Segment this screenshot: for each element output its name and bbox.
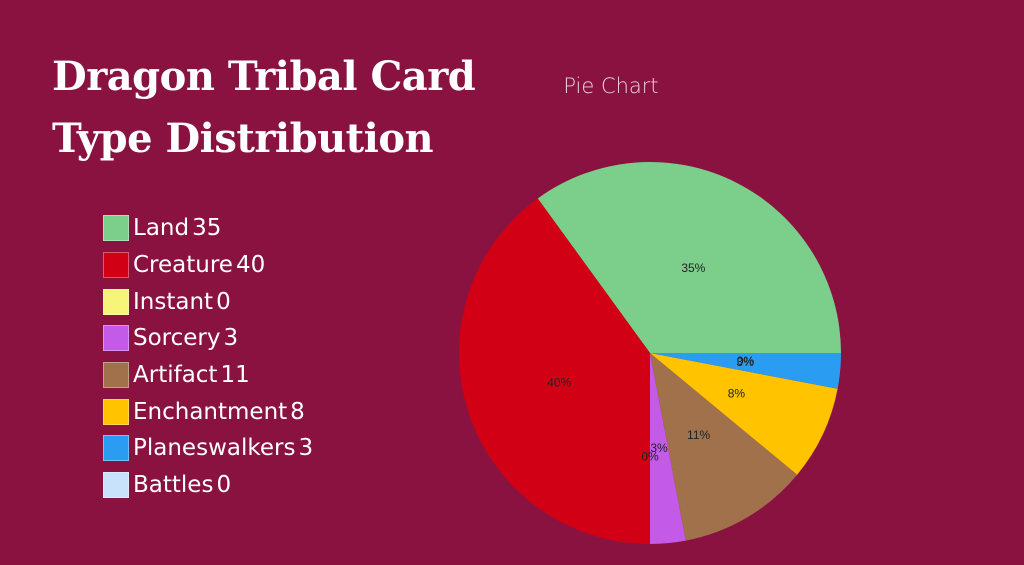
legend-value: 35 <box>192 215 222 242</box>
slice-label: 11% <box>687 428 710 442</box>
legend-swatch <box>103 288 129 315</box>
chart-title: Pie Chart <box>563 74 658 98</box>
pie-slice-artifact <box>650 353 798 541</box>
legend-swatch <box>103 398 129 425</box>
pie-slice-enchantment <box>650 353 838 475</box>
legend-label: Enchantment <box>133 398 288 425</box>
legend-swatch <box>103 252 129 279</box>
pie-slice-sorcery <box>650 353 686 544</box>
pie-slice-land <box>537 162 841 353</box>
slice-label: 40% <box>547 376 571 390</box>
legend-item: Battles 0 <box>103 467 313 504</box>
legend-swatch <box>103 435 129 462</box>
legend-value: 11 <box>220 362 250 389</box>
legend-value: 8 <box>290 398 305 425</box>
legend-label: Creature <box>133 252 233 279</box>
chart-legend: Land 35 Creature 40 Instant 0 Sorcery 3 Artifact… <box>103 210 313 504</box>
legend-label: Artifact <box>133 362 218 389</box>
pie-slice-labels: 35%40%0%3%11%8%3%0% <box>547 261 754 464</box>
pie-slice-creature <box>459 198 650 544</box>
legend-label: Instant <box>133 288 214 315</box>
legend-item: Planeswalkers 3 <box>103 430 313 467</box>
legend-label: Battles <box>133 472 214 499</box>
legend-label: Planeswalkers <box>133 435 296 462</box>
legend-label: Land <box>133 215 190 242</box>
legend-item: Sorcery 3 <box>103 320 313 357</box>
legend-value: 3 <box>223 325 239 352</box>
slice-label: 35% <box>681 261 705 275</box>
slice-label: 3% <box>650 441 668 455</box>
slice-label: 8% <box>728 387 746 401</box>
legend-swatch <box>103 362 129 389</box>
legend-item: Enchantment 8 <box>103 393 313 430</box>
page-title: Dragon Tribal Card Type Distribution <box>52 53 476 162</box>
legend-label: Sorcery <box>133 325 221 352</box>
pie-slice-planeswalkers <box>650 353 841 389</box>
slice-label: 0% <box>737 354 755 368</box>
legend-swatch <box>103 472 129 499</box>
legend-item: Instant 0 <box>103 283 313 320</box>
slice-label: 3% <box>736 355 754 369</box>
legend-value: 0 <box>216 472 232 499</box>
legend-value: 40 <box>235 252 266 279</box>
legend-value: 3 <box>298 435 314 462</box>
legend-swatch <box>103 325 129 352</box>
legend-item: Creature 40 <box>103 247 313 284</box>
legend-item: Artifact 11 <box>103 357 313 394</box>
slice-label: 0% <box>641 450 659 464</box>
legend-value: 0 <box>216 288 231 315</box>
legend-item: Land 35 <box>103 210 313 247</box>
pie-slices <box>459 162 841 544</box>
legend-swatch <box>103 215 129 242</box>
